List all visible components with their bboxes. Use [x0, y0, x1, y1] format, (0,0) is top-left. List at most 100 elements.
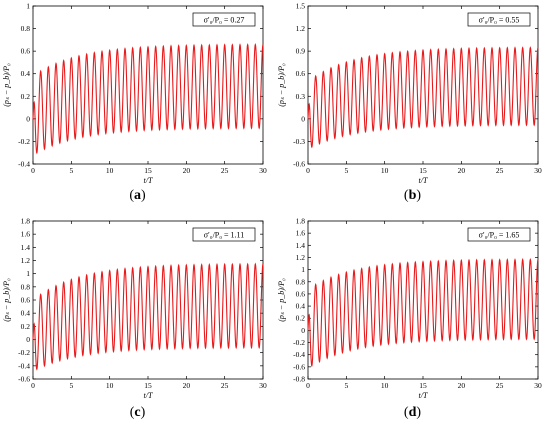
- y-tick-label: 0.4: [21, 69, 31, 78]
- series-line: [32, 43, 264, 155]
- y-tick-label: -0.6: [18, 375, 30, 384]
- x-axis-label: t/T: [144, 391, 153, 400]
- y-tick-label: 0: [26, 335, 30, 344]
- y-tick-label: 1.8: [296, 217, 306, 226]
- y-tick-label: -0.6: [293, 362, 305, 371]
- y-tick-label: 0: [26, 114, 30, 123]
- x-axis-label: t/T: [419, 176, 428, 185]
- x-tick-label: 30: [534, 381, 542, 390]
- x-tick-label: 25: [496, 381, 504, 390]
- y-tick-label: 1.4: [296, 241, 306, 250]
- panel-d: 0 5 10 15 20 25 30 -0.8 -0.6 -0.4 -0.2 0 0.2 0.4 0.6 0.…: [275, 215, 550, 430]
- x-tick-label: 15: [419, 166, 427, 175]
- legend-label: σ′₀/P₀ = 1.65: [479, 231, 520, 240]
- x-axis-label: t/T: [144, 176, 153, 185]
- y-axis-label: (pₛ − p_b)/P₀: [277, 278, 286, 322]
- x-axis-label: t/T: [419, 391, 428, 400]
- caption-letter-c: c: [134, 405, 141, 420]
- caption-b: (b): [403, 188, 422, 203]
- y-tick-label: 0.8: [21, 24, 31, 33]
- y-tick-label: 1: [26, 2, 30, 11]
- y-tick-label: 0.8: [296, 277, 306, 286]
- y-tick-label: -0.4: [18, 361, 30, 370]
- x-tick-label: 0: [306, 381, 310, 390]
- caption-d: (d): [403, 405, 422, 420]
- y-tick-label: -0.2: [18, 137, 30, 146]
- y-tick-label: 1.8: [21, 217, 31, 226]
- x-tick-label: 10: [106, 166, 114, 175]
- panel-a: 0 5 10 15 20 25 30 -0.4 -0.2 0 0.2 0.4 0.6 0.8 1 t/T (pₛ…: [0, 0, 275, 215]
- legend-box: [467, 12, 531, 27]
- caption-c: (c): [129, 405, 146, 420]
- x-tick-label: 30: [259, 166, 267, 175]
- caption-a: (a): [129, 188, 146, 203]
- chart-d: 0 5 10 15 20 25 30 -0.8 -0.6 -0.4 -0.2 0 0.2 0.4 0.6 0.…: [277, 217, 542, 401]
- x-tick-label: 25: [496, 166, 504, 175]
- legend-box: [467, 227, 531, 242]
- series-line: [307, 257, 539, 368]
- x-tick-label: 0: [31, 381, 35, 390]
- y-tick-label: 0.6: [21, 296, 31, 305]
- panel-c: 0 5 10 15 20 25 30 -0.6 -0.4 -0.2 0 0.2 0.4 0.6 0.8 1 1.…: [0, 215, 275, 430]
- chart-a: 0 5 10 15 20 25 30 -0.4 -0.2 0 0.2 0.4 0.6 0.8 1 t/T (pₛ…: [2, 2, 267, 186]
- x-tick-label: 0: [31, 166, 35, 175]
- series-line: [307, 46, 539, 149]
- x-tick-label: 5: [344, 166, 348, 175]
- y-tick-label: 0: [301, 114, 305, 123]
- x-tick-label: 25: [221, 381, 229, 390]
- x-tick-label: 5: [69, 381, 73, 390]
- y-tick-label: 0.6: [296, 289, 306, 298]
- x-tick-label: 5: [344, 381, 348, 390]
- x-tick-label: 5: [69, 166, 73, 175]
- legend-box: [192, 12, 256, 27]
- x-tick-label: 20: [183, 166, 191, 175]
- plot-frame: [307, 220, 539, 380]
- plot-frame: [307, 5, 539, 165]
- legend-label: σ′₀/P₀ = 0.55: [479, 16, 520, 25]
- y-axis-label: (pₛ − p_b)/P₀: [2, 278, 11, 322]
- y-tick-label: -0.4: [18, 160, 30, 169]
- x-tick-label: 25: [221, 166, 229, 175]
- y-tick-label: 0.9: [296, 47, 306, 56]
- legend-box: [192, 227, 256, 242]
- y-tick-label: -0.2: [18, 348, 30, 357]
- y-tick-label: 1.6: [296, 229, 306, 238]
- y-tick-label: 0.4: [21, 309, 31, 318]
- panel-b: 0 5 10 15 20 25 30 -0.6 -0.3 0 0.3 0.6 0.9 1.2 1.5 t/T (…: [275, 0, 550, 215]
- series-line: [32, 262, 264, 371]
- y-tick-label: 1.6: [21, 230, 31, 239]
- x-tick-label: 15: [419, 381, 427, 390]
- y-tick-label: 0: [301, 326, 305, 335]
- y-tick-label: 1.2: [296, 24, 306, 33]
- x-tick-label: 20: [458, 381, 466, 390]
- x-tick-label: 10: [106, 381, 114, 390]
- y-tick-label: -0.3: [293, 137, 305, 146]
- legend-label: σ′₀/P₀ = 1.11: [204, 231, 245, 240]
- y-tick-label: 0.8: [21, 282, 31, 291]
- y-tick-label: 0.3: [296, 92, 306, 101]
- y-tick-label: 0.6: [296, 69, 306, 78]
- y-tick-label: -0.6: [293, 160, 305, 169]
- chart-c: 0 5 10 15 20 25 30 -0.6 -0.4 -0.2 0 0.2 0.4 0.6 0.8 1 1.…: [2, 217, 267, 401]
- x-tick-label: 20: [458, 166, 466, 175]
- y-axis-label: (pₛ − p_b)/P₀: [277, 63, 286, 107]
- x-tick-label: 15: [144, 381, 152, 390]
- caption-letter-b: b: [408, 188, 417, 203]
- x-tick-label: 0: [306, 166, 310, 175]
- x-tick-label: 15: [144, 166, 152, 175]
- y-tick-label: 0.6: [21, 47, 31, 56]
- y-tick-label: 1.4: [21, 243, 31, 252]
- y-tick-label: 1.2: [296, 253, 306, 262]
- x-tick-label: 30: [534, 166, 542, 175]
- y-tick-label: 1.2: [21, 256, 31, 265]
- y-axis-label: (pₛ − p_b)/P₀: [2, 63, 11, 107]
- y-tick-label: 0.2: [296, 314, 306, 323]
- legend-label: σ′₀/P₀ = 0.27: [204, 16, 245, 25]
- x-tick-label: 10: [381, 166, 389, 175]
- y-tick-label: -0.4: [293, 350, 305, 359]
- y-tick-label: -0.2: [293, 338, 305, 347]
- y-tick-label: -0.8: [293, 375, 305, 384]
- y-tick-label: 0.2: [21, 92, 31, 101]
- y-tick-label: 0.2: [21, 322, 31, 331]
- x-tick-label: 30: [259, 381, 267, 390]
